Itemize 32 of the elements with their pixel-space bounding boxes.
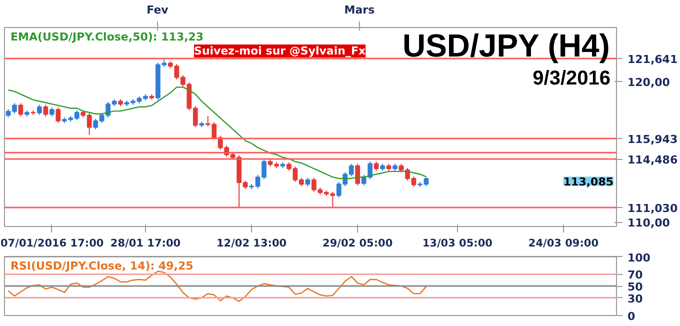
ref-line-label: 121,641	[628, 53, 678, 66]
y-tick-label: 100	[628, 252, 651, 264]
annotation: 113,085	[563, 176, 614, 189]
candlestick	[355, 163, 360, 186]
text: Fev	[146, 4, 170, 16]
ref-line-label: 114,486	[628, 154, 678, 167]
candlestick	[18, 102, 24, 117]
x-tick-label: 13/03 05:00	[422, 238, 492, 250]
y-tick-label: 50	[628, 280, 644, 294]
x-tick-label: 24/03 09:00	[528, 238, 599, 250]
x-tick-label: 12/02 13:00	[216, 238, 287, 250]
y-tick-label: 0	[628, 310, 636, 323]
y-tick-label: 120,00	[628, 76, 670, 90]
y-tick-label: 30	[628, 292, 644, 306]
annotation: Suivez-moi sur @Sylvain_Fx	[194, 44, 366, 58]
candlestick	[374, 161, 379, 172]
x-tick-label: 29/02 05:00	[322, 238, 393, 250]
series-label: RSI(USD/JPY.Close, 14): 49,25	[10, 260, 194, 272]
x-tick-label: 07/01/2016 17:00	[0, 238, 104, 250]
x-tick-label: 28/01 17:00	[110, 238, 181, 250]
text: Mars	[344, 4, 376, 16]
text: 9/3/2016	[532, 68, 611, 90]
text: EMA(USD/JPY.Close,50): 113,23	[10, 30, 204, 44]
ref-line-label: 111,030	[628, 202, 678, 216]
candlestick	[56, 107, 61, 124]
y-tick-label: 70	[628, 268, 644, 282]
line-series	[8, 270, 427, 302]
ref-line-label: 115,943	[628, 133, 678, 146]
candlestick	[37, 104, 42, 116]
chart-title: USD/JPY (H4)	[402, 28, 610, 64]
y-tick-label: 110,00	[628, 216, 670, 230]
candlestick	[43, 104, 48, 117]
